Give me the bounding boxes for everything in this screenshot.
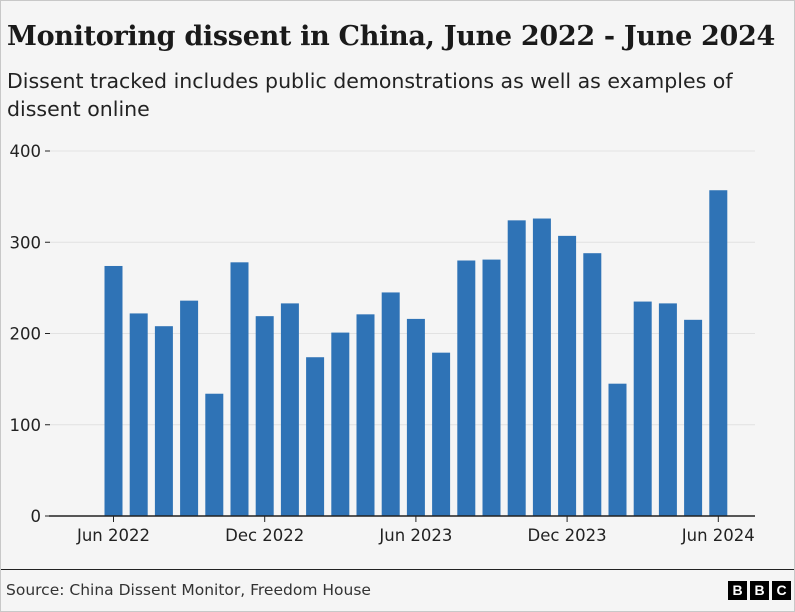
bar-oct-2023: [507, 220, 526, 516]
bar-may-2024: [684, 319, 703, 516]
bar-apr-2024: [658, 303, 677, 516]
bars: [104, 190, 728, 517]
x-tick-label: Jun 2024: [681, 526, 755, 545]
logo-letter-b2: B: [750, 581, 769, 600]
y-tick-label: 400: [10, 142, 42, 161]
logo-letter-b1: B: [728, 581, 747, 600]
bar-nov-2023: [532, 218, 551, 516]
y-tick-label: 300: [10, 233, 42, 252]
bar-jan-2023: [280, 303, 299, 516]
y-tick-label: 200: [10, 325, 42, 344]
x-axis: Jun 2022 Dec 2022 Jun 2023 Dec 2023 Jun 2024: [49, 515, 755, 545]
chart-subtitle: Dissent tracked includes public demonstr…: [7, 69, 733, 121]
bar-chart: 0 100 200 300 400 Jun 2022 Dec 2022 Jun 2023 De…: [10, 142, 755, 545]
bar-jun-2024: [709, 190, 728, 517]
bar-mar-2024: [633, 301, 652, 516]
bar-dec-2023: [558, 235, 577, 517]
y-axis-ticks: 0 100 200 300 400: [10, 142, 50, 526]
bar-feb-2024: [608, 383, 627, 516]
bar-oct-2022: [205, 393, 224, 516]
y-tick-label: 100: [10, 416, 42, 435]
bar-may-2023: [381, 292, 400, 516]
logo-letter-c: C: [772, 581, 791, 600]
x-tick-label: Jun 2022: [76, 526, 150, 545]
bar-apr-2023: [356, 314, 375, 516]
x-tick-label: Jun 2023: [378, 526, 452, 545]
bar-jul-2022: [129, 313, 148, 516]
y-tick-label: 0: [31, 507, 42, 526]
source-note: Source: China Dissent Monitor, Freedom H…: [6, 581, 371, 599]
bar-dec-2022: [255, 316, 274, 516]
chart-title: Monitoring dissent in China, June 2022 -…: [7, 21, 775, 52]
bar-aug-2022: [154, 326, 173, 516]
bar-jun-2023: [406, 318, 425, 516]
bar-jun-2022: [104, 265, 123, 516]
footer-divider: [1, 569, 794, 570]
bar-jan-2024: [583, 253, 602, 516]
bar-sep-2023: [482, 259, 501, 516]
bar-feb-2023: [306, 357, 325, 516]
bar-mar-2023: [331, 332, 350, 516]
x-tick-label: Dec 2023: [528, 526, 607, 545]
bar-nov-2022: [230, 262, 249, 516]
bbc-logo: B B C: [728, 581, 791, 601]
bar-sep-2022: [180, 300, 199, 516]
bar-jul-2023: [432, 352, 451, 516]
bar-aug-2023: [457, 260, 476, 516]
x-tick-label: Dec 2022: [225, 526, 304, 545]
